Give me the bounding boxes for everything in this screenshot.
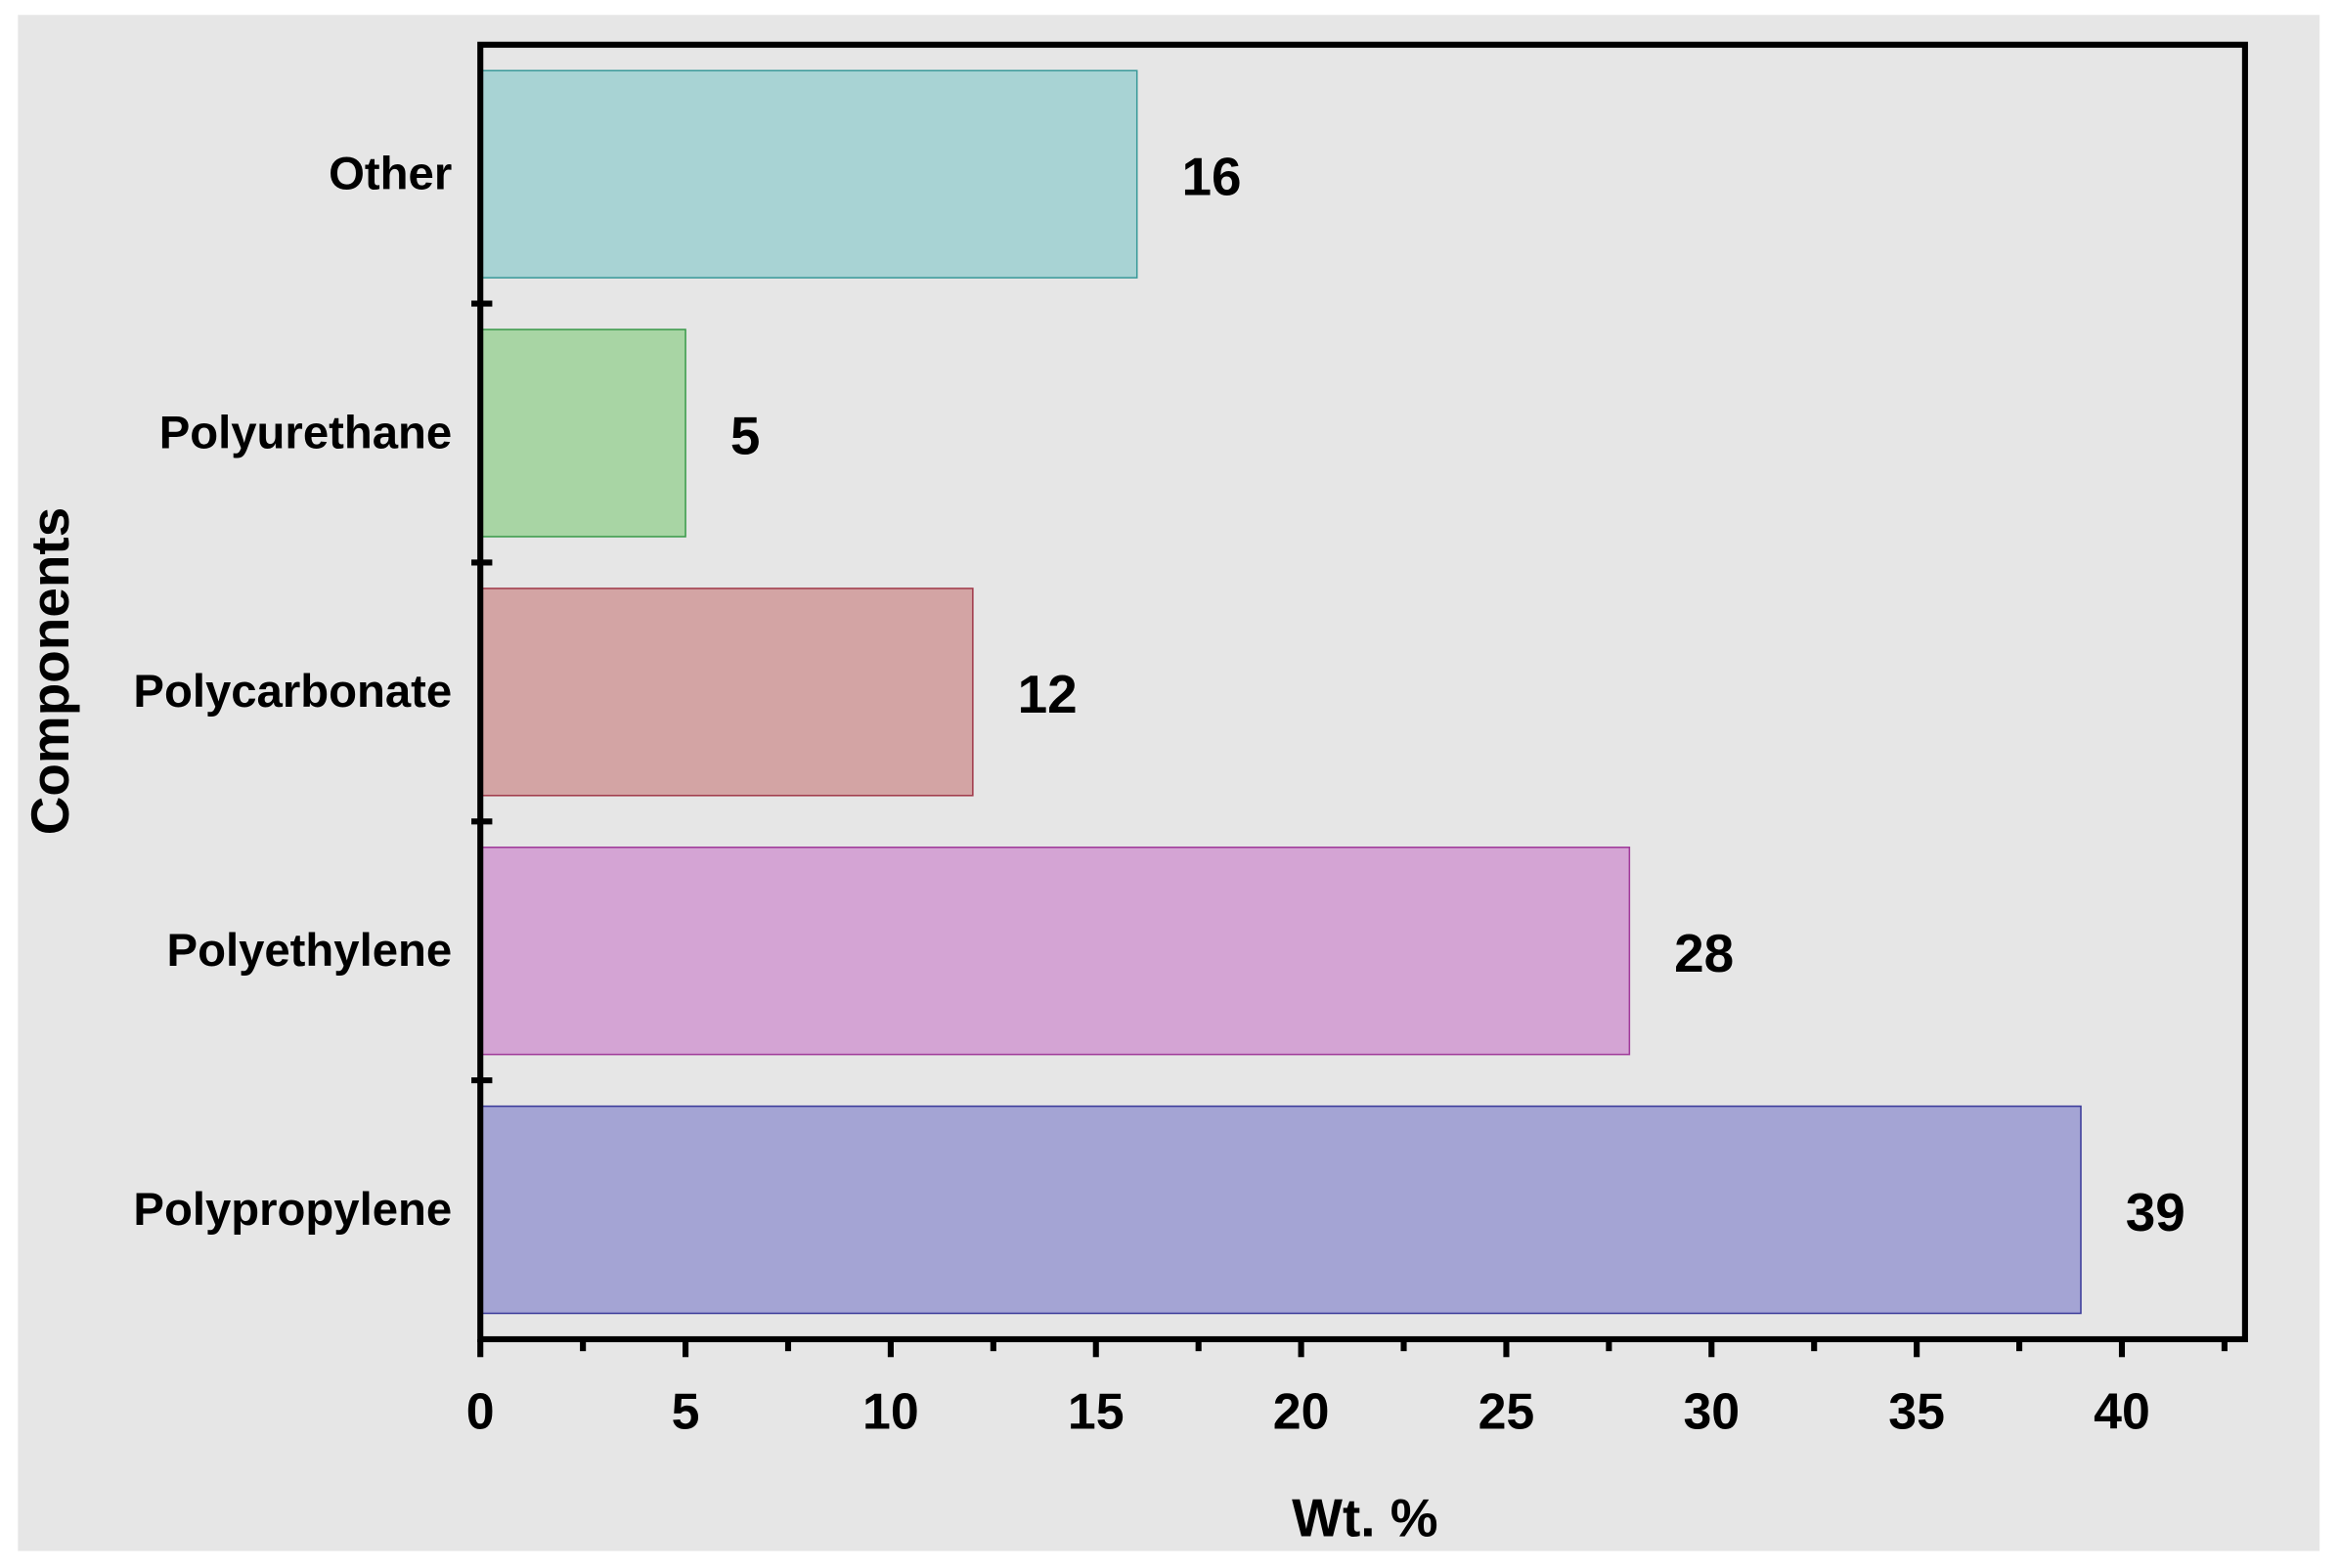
plot-frame <box>477 41 2248 1343</box>
bar <box>479 328 686 538</box>
x-tick-label: 35 <box>1888 1383 1945 1440</box>
x-tick-label: 20 <box>1273 1383 1330 1440</box>
value-label: 12 <box>1018 664 1078 724</box>
bar <box>479 588 974 797</box>
value-label: 28 <box>1674 923 1734 983</box>
bar <box>479 69 1138 279</box>
x-tick-label: 5 <box>672 1383 700 1440</box>
y-tick-label: Polyethylene <box>167 925 453 977</box>
y-axis-label: Components <box>20 507 80 836</box>
value-label: 16 <box>1181 147 1241 207</box>
x-tick-label: 30 <box>1683 1383 1740 1440</box>
x-tick-label: 15 <box>1068 1383 1125 1440</box>
value-label: 39 <box>2126 1182 2185 1242</box>
x-tick-label: 25 <box>1478 1383 1535 1440</box>
bar <box>479 847 1631 1056</box>
y-tick-label: Other <box>329 148 452 199</box>
value-label: 5 <box>730 405 761 465</box>
background <box>18 15 2320 1551</box>
x-tick-label: 0 <box>466 1383 495 1440</box>
y-tick-label: Polycarbonate <box>133 666 452 718</box>
y-tick-label: Polypropylene <box>133 1184 452 1236</box>
x-axis-label: Wt. % <box>1292 1487 1437 1547</box>
x-tick-label: 10 <box>862 1383 919 1440</box>
bar <box>479 1105 2082 1315</box>
x-tick-label: 40 <box>2094 1383 2150 1440</box>
y-tick-label: Polyurethane <box>159 407 453 458</box>
